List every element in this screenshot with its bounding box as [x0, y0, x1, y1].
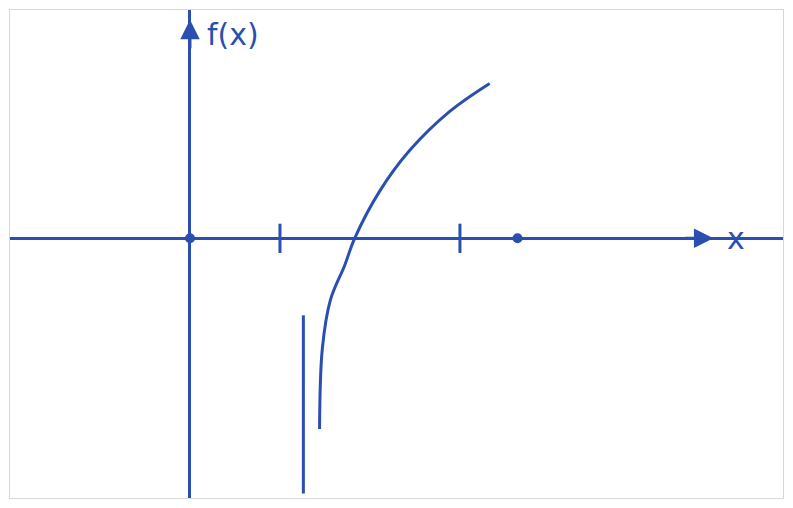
svg-text:x: x [727, 221, 745, 256]
svg-text:f(x): f(x) [207, 17, 259, 52]
